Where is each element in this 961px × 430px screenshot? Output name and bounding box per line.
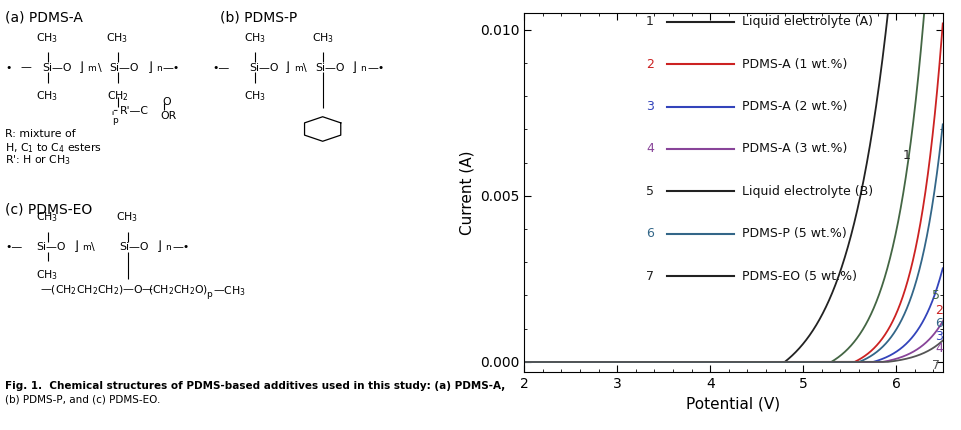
Text: n: n	[156, 64, 161, 73]
Text: CH$_2$: CH$_2$	[107, 89, 129, 103]
Text: 6: 6	[646, 227, 653, 240]
Text: PDMS-A (2 wt.%): PDMS-A (2 wt.%)	[741, 100, 847, 113]
Text: m: m	[293, 64, 302, 73]
Y-axis label: Current (A): Current (A)	[459, 150, 474, 235]
Text: R: mixture of: R: mixture of	[5, 129, 76, 139]
Text: 2: 2	[934, 304, 942, 317]
Text: 5: 5	[646, 185, 653, 198]
Text: PDMS-A (3 wt.%): PDMS-A (3 wt.%)	[741, 142, 847, 156]
Text: CH$_3$: CH$_3$	[37, 211, 59, 224]
Text: (a) PDMS-A: (a) PDMS-A	[5, 11, 83, 25]
Text: PDMS-P (5 wt.%): PDMS-P (5 wt.%)	[741, 227, 846, 240]
Text: ⌋: ⌋	[74, 240, 79, 253]
Text: (c) PDMS-EO: (c) PDMS-EO	[5, 202, 92, 216]
Text: ⌋: ⌋	[147, 61, 152, 74]
Text: PDMS-A (1 wt.%): PDMS-A (1 wt.%)	[741, 58, 847, 71]
Text: —•: —•	[367, 62, 384, 73]
Text: 3: 3	[934, 329, 942, 343]
Text: \: \	[91, 242, 94, 252]
Text: 7: 7	[930, 359, 939, 372]
Text: •: •	[5, 62, 12, 73]
Text: Si—O: Si—O	[119, 242, 148, 252]
Text: •—: •—	[212, 62, 230, 73]
Text: 4: 4	[646, 142, 653, 156]
Text: 2: 2	[646, 58, 653, 71]
Text: —(CH$_2$CH$_2$CH$_2$)—O—: —(CH$_2$CH$_2$CH$_2$)—O—	[40, 284, 154, 298]
Text: PDMS-EO (5 wt.%): PDMS-EO (5 wt.%)	[741, 270, 856, 283]
Text: Si—O: Si—O	[42, 62, 72, 73]
Text: CH$_3$: CH$_3$	[37, 31, 59, 45]
Text: R'—C: R'—C	[120, 106, 149, 116]
Text: (b) PDMS-P: (b) PDMS-P	[220, 11, 297, 25]
Text: 7: 7	[646, 270, 653, 283]
Text: CH$_3$: CH$_3$	[116, 211, 138, 224]
Text: ⌋: ⌋	[79, 61, 84, 74]
Text: •—: •—	[5, 242, 22, 252]
Text: Si—O: Si—O	[109, 62, 138, 73]
Text: —•: —•	[162, 62, 180, 73]
Text: \: \	[303, 62, 306, 73]
Text: ⌌: ⌌	[108, 104, 117, 117]
Text: —CH$_3$: —CH$_3$	[212, 284, 245, 298]
Text: p: p	[206, 290, 211, 299]
Text: n: n	[359, 64, 365, 73]
Text: CH$_3$: CH$_3$	[311, 31, 333, 45]
Text: Fig. 1.  Chemical structures of PDMS-based additives used in this study: (a) PDM: Fig. 1. Chemical structures of PDMS-base…	[5, 381, 505, 390]
Text: Liquid electrolyte (A): Liquid electrolyte (A)	[741, 15, 872, 28]
Text: ⌋: ⌋	[157, 240, 161, 253]
Text: ⌋: ⌋	[284, 61, 289, 74]
Text: R': H or CH$_3$: R': H or CH$_3$	[5, 153, 71, 167]
Text: 1: 1	[646, 15, 653, 28]
Text: Liquid electrolyte (B): Liquid electrolyte (B)	[741, 185, 873, 198]
Text: 5: 5	[930, 289, 939, 302]
Text: Si—O: Si—O	[249, 62, 279, 73]
Text: —•: —•	[172, 242, 189, 252]
Text: CH$_3$: CH$_3$	[244, 89, 266, 103]
Text: (CH$_2$CH$_2$O): (CH$_2$CH$_2$O)	[147, 284, 208, 298]
Text: m: m	[87, 64, 96, 73]
Text: Si—O: Si—O	[315, 62, 344, 73]
Text: CH$_3$: CH$_3$	[244, 31, 266, 45]
Text: Si—O: Si—O	[37, 242, 66, 252]
Text: CH$_3$: CH$_3$	[37, 268, 59, 282]
Text: 1: 1	[901, 149, 910, 163]
Text: O: O	[162, 97, 171, 108]
Text: —: —	[20, 62, 31, 73]
Text: OR: OR	[160, 111, 176, 121]
X-axis label: Potential (V): Potential (V)	[686, 396, 779, 412]
Text: \: \	[97, 62, 101, 73]
Text: n: n	[165, 243, 171, 252]
Text: (b) PDMS-P, and (c) PDMS-EO.: (b) PDMS-P, and (c) PDMS-EO.	[5, 394, 160, 404]
Text: ⌋: ⌋	[352, 61, 357, 74]
Text: CH$_3$: CH$_3$	[37, 89, 59, 103]
Text: 6: 6	[934, 317, 942, 330]
Text: CH$_3$: CH$_3$	[107, 31, 129, 45]
Text: H, C$_1$ to C$_4$ esters: H, C$_1$ to C$_4$ esters	[5, 141, 102, 155]
Text: 3: 3	[646, 100, 653, 113]
Text: 4: 4	[934, 342, 942, 355]
Text: m: m	[83, 243, 91, 252]
Text: p: p	[112, 116, 118, 125]
